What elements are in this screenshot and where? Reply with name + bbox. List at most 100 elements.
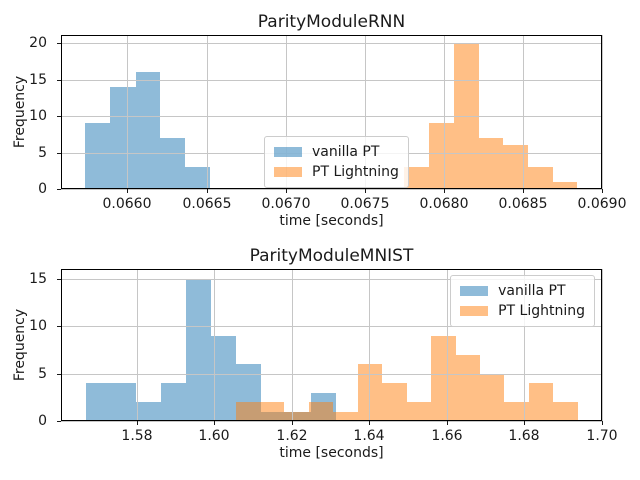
histogram-bar [236,402,260,421]
y-axis-tick [57,43,61,44]
x-axis-label: time [seconds] [279,445,384,461]
y-axis-tick [57,153,61,154]
chart-title: ParityModuleRNN [257,12,406,32]
plot-area: 0.0660 0.0665 0.0670 0.0675 0.0680 0.0685 0.06… [29,35,627,212]
gridline-vertical [444,35,445,189]
x-tick-label: 1.58 [121,428,153,444]
gridline-vertical [447,269,448,421]
histogram-bar [160,138,185,189]
x-axis-tick [447,421,448,425]
x-axis-tick [369,421,370,425]
gridline-horizontal [61,80,602,81]
legend-swatch-pt-lightning [460,306,489,316]
x-axis-tick [286,189,287,193]
histogram-bar [111,383,136,421]
x-axis-tick [127,189,128,193]
x-axis-tick [365,189,366,193]
x-tick-label: 1.66 [431,428,463,444]
chart-title: ParityModuleMNIST [249,246,414,266]
gridline-horizontal [61,189,602,190]
x-tick-label: 1.68 [508,428,540,444]
x-tick-label: 0.0670 [261,196,311,212]
histogram-bar [86,383,111,421]
gridline-vertical [214,269,215,421]
legend-swatch-vanilla-pt [274,147,302,157]
x-axis-label: time [seconds] [279,213,384,229]
gridline-vertical [524,269,525,421]
axes-frame [61,269,602,421]
histogram-bar [528,167,553,189]
x-tick-label: 1.62 [276,428,308,444]
gridline-horizontal [61,116,602,117]
histogram-bar [136,402,161,421]
legend: vanilla PT PT Lightning [264,136,409,188]
gridline-vertical [523,35,524,189]
x-tick-label: 0.0690 [577,196,627,212]
gridline-vertical [207,35,208,189]
x-tick-label: 0.0665 [182,196,232,212]
y-tick-label: 10 [29,318,47,334]
y-axis-tick [57,116,61,117]
histogram-bar [480,374,504,421]
gridline-vertical [602,269,603,421]
x-tick-label: 0.0680 [419,196,469,212]
gridline-horizontal [61,43,602,44]
histogram-bar [186,279,211,421]
legend-swatch-pt-lightning [274,167,302,177]
histogram-bar [284,412,309,421]
legend: vanilla PT PT Lightning [450,275,595,327]
histogram-bar [456,355,480,421]
gridline-vertical [127,35,128,189]
histogram-bar [110,87,136,189]
legend-label: PT Lightning [312,164,399,180]
gridline-horizontal [61,279,602,280]
x-tick-label: 1.60 [198,428,230,444]
y-axis-tick [57,189,61,190]
gridline-vertical [369,269,370,421]
histogram-bar [260,402,284,421]
legend-label: vanilla PT [498,283,566,299]
gridline-horizontal [61,374,602,375]
plot-area: 1.58 1.60 1.62 1.64 1.66 1.68 1.70 0 5 10 15 [29,269,618,444]
histogram-bar [85,123,110,189]
histogram-bar [479,138,503,189]
legend-entry: PT Lightning [460,301,585,321]
histogram-bar [431,336,456,421]
y-tick-label: 0 [38,413,47,429]
legend-label: vanilla PT [312,144,380,160]
x-axis-tick [214,421,215,425]
y-tick-label: 0 [38,181,47,197]
legend-entry: vanilla PT [274,142,399,162]
axes-frame [61,35,602,189]
x-axis-tick [137,421,138,425]
histogram-bar [407,402,431,421]
gridline-horizontal [61,421,602,422]
y-tick-label: 20 [29,35,47,51]
y-axis-tick [57,279,61,280]
gridline-vertical [602,35,603,189]
gridline-vertical [286,35,287,189]
histogram-bar [161,383,186,421]
legend-entry: vanilla PT [460,281,585,301]
histogram-bar [211,336,236,421]
x-axis-tick [523,189,524,193]
y-tick-label: 15 [29,72,47,88]
gridline-horizontal [61,326,602,327]
legend-swatch-vanilla-pt [460,286,489,296]
y-tick-label: 5 [38,145,47,161]
y-axis-tick [57,80,61,81]
histogram-bar [404,167,429,189]
histogram-bar [553,182,577,189]
y-axis-tick [57,374,61,375]
x-tick-label: 1.70 [586,428,618,444]
gridline-vertical [365,35,366,189]
histogram-bar [382,383,407,421]
x-tick-label: 0.0675 [340,196,390,212]
gridline-vertical [292,269,293,421]
histogram-bar [185,167,210,189]
y-tick-label: 10 [29,108,47,124]
x-axis-tick [602,189,603,193]
y-axis-tick [57,421,61,422]
x-axis-tick [292,421,293,425]
